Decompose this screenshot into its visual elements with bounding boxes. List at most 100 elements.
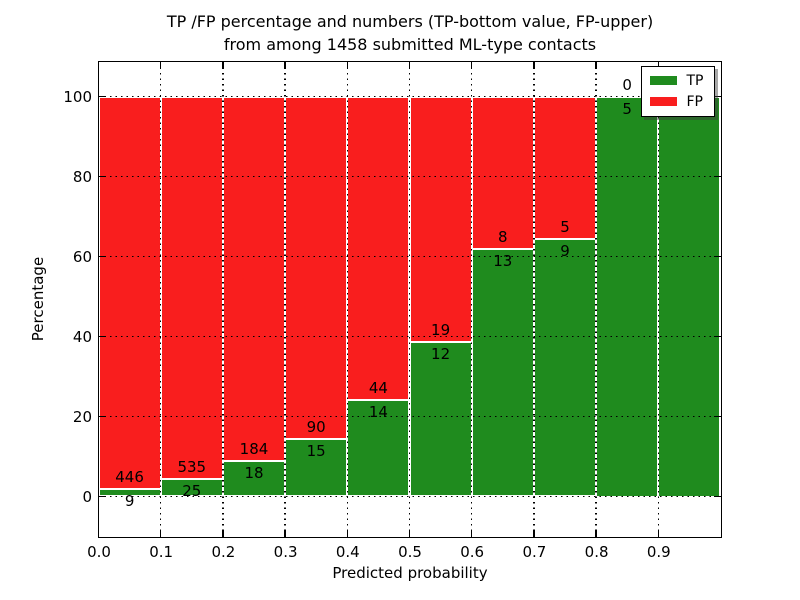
y-tick-mark-left (98, 415, 106, 418)
chart-title-line1: TP /FP percentage and numbers (TP-bottom… (166, 12, 654, 31)
y-tick-label: 20 (72, 408, 92, 426)
x-axis-label: Predicted probability (332, 564, 488, 582)
bar-segment-fp (409, 96, 472, 342)
y-tick-mark-right (713, 415, 721, 418)
bar-count-label-fp: 535 (177, 457, 207, 476)
gridline-vertical (159, 61, 162, 537)
y-tick-label: 60 (72, 248, 92, 266)
y-tick-label: 0 (82, 488, 92, 506)
bar-segment-tp (658, 96, 721, 497)
gridline-vertical (470, 61, 473, 537)
gridline-vertical (284, 61, 286, 537)
legend: TP FP (640, 65, 715, 117)
x-tick-label: 0.7 (522, 543, 547, 561)
y-tick-mark-right (713, 255, 721, 258)
gridline-vertical (408, 61, 411, 537)
legend-swatch-fp-icon (649, 97, 677, 106)
bar-count-label-fp: 8 (498, 227, 508, 246)
y-tick-label: 80 (72, 168, 92, 186)
x-tick-label: 0.9 (646, 543, 671, 561)
x-tick-mark-top (284, 61, 286, 69)
y-tick-mark-left (98, 255, 106, 258)
bar-count-label-tp: 9 (560, 242, 570, 261)
x-tick-mark-bottom (222, 529, 224, 537)
y-axis-label: Percentage (29, 256, 47, 342)
x-tick-label: 0.1 (149, 543, 174, 561)
bar-count-label-tp: 5 (622, 99, 632, 118)
y-tick-mark-left (98, 335, 106, 338)
bar-count-label-fp: 44 (368, 378, 388, 397)
y-tick-mark-right (713, 175, 721, 178)
bar-count-label-tp: 14 (368, 402, 388, 421)
bar-segment-tp (471, 248, 534, 497)
x-tick-mark-top (470, 61, 473, 69)
bar-count-label-tp: 12 (431, 344, 451, 363)
x-tick-mark-top (533, 61, 535, 69)
y-tick-mark-right (713, 495, 721, 498)
x-tick-label: 0.4 (335, 543, 360, 561)
x-tick-label: 0.3 (273, 543, 298, 561)
bar-count-label-tp: 18 (244, 463, 264, 482)
legend-label: FP (686, 93, 704, 110)
bar-count-label-fp: 90 (306, 418, 326, 437)
legend-label: TP (686, 72, 704, 89)
bar-segment-fp (471, 96, 534, 249)
y-tick-mark-right (713, 95, 721, 98)
x-tick-label: 0.6 (460, 543, 485, 561)
bar-count-label-fp: 0 (622, 75, 632, 94)
x-tick-mark-top (346, 61, 349, 69)
x-tick-mark-top (159, 61, 162, 69)
gridline-vertical (533, 61, 535, 537)
x-tick-mark-bottom (657, 529, 660, 537)
y-tick-mark-left (98, 495, 106, 498)
x-tick-label: 0.0 (87, 543, 111, 561)
x-tick-mark-bottom (284, 529, 286, 537)
x-tick-mark-bottom (533, 529, 535, 537)
bar-segment-fp (98, 96, 161, 489)
y-tick-label: 100 (63, 88, 92, 106)
bar-count-label-fp: 19 (431, 320, 451, 339)
bar-segment-fp (222, 96, 286, 461)
x-tick-mark-bottom (408, 529, 411, 537)
legend-swatch-tp-icon (649, 76, 677, 85)
x-tick-mark-top (595, 61, 597, 69)
x-tick-mark-top (657, 61, 660, 69)
bar-count-label-fp: 5 (560, 218, 570, 237)
x-tick-mark-bottom (159, 529, 162, 537)
bar-count-label-fp: 184 (239, 439, 269, 458)
bar-count-label-tp: 13 (493, 251, 513, 270)
bar-count-label-tp: 15 (306, 442, 326, 461)
x-tick-mark-top (97, 61, 100, 69)
chart-title-line2: from among 1458 submitted ML-type contac… (223, 34, 597, 54)
bar-segment-tp (409, 341, 472, 497)
x-tick-mark-bottom (595, 529, 597, 537)
x-tick-mark-bottom (470, 529, 473, 537)
y-tick-mark-left (98, 95, 106, 98)
y-tick-mark-right (713, 335, 721, 338)
x-tick-mark-bottom (346, 529, 349, 537)
bar-segment-tp (533, 239, 597, 497)
gridline-vertical (346, 61, 349, 537)
gridline-vertical (222, 61, 224, 537)
x-tick-label: 0.2 (211, 543, 236, 561)
bar-count-label-fp: 446 (115, 467, 144, 486)
y-tick-mark-left (98, 175, 106, 178)
legend-row: TP (649, 72, 704, 89)
chart-title: TP /FP percentage and numbers (TP-bottom… (99, 11, 721, 56)
legend-row: FP (649, 93, 704, 110)
bar-segment-fp (347, 96, 410, 400)
gridline-vertical (595, 61, 597, 537)
bar-segment-fp (160, 96, 223, 479)
bar-segment-tp (596, 96, 659, 497)
x-tick-mark-top (408, 61, 411, 69)
gridline-vertical (657, 61, 660, 537)
x-tick-mark-bottom (97, 529, 100, 537)
x-tick-mark-top (222, 61, 224, 69)
bar-segment-fp (285, 96, 348, 440)
x-tick-label: 0.8 (584, 543, 609, 561)
x-tick-label: 0.5 (398, 543, 422, 561)
bar-count-label-tp: 25 (182, 481, 202, 500)
bar-count-label-tp: 9 (124, 491, 135, 510)
